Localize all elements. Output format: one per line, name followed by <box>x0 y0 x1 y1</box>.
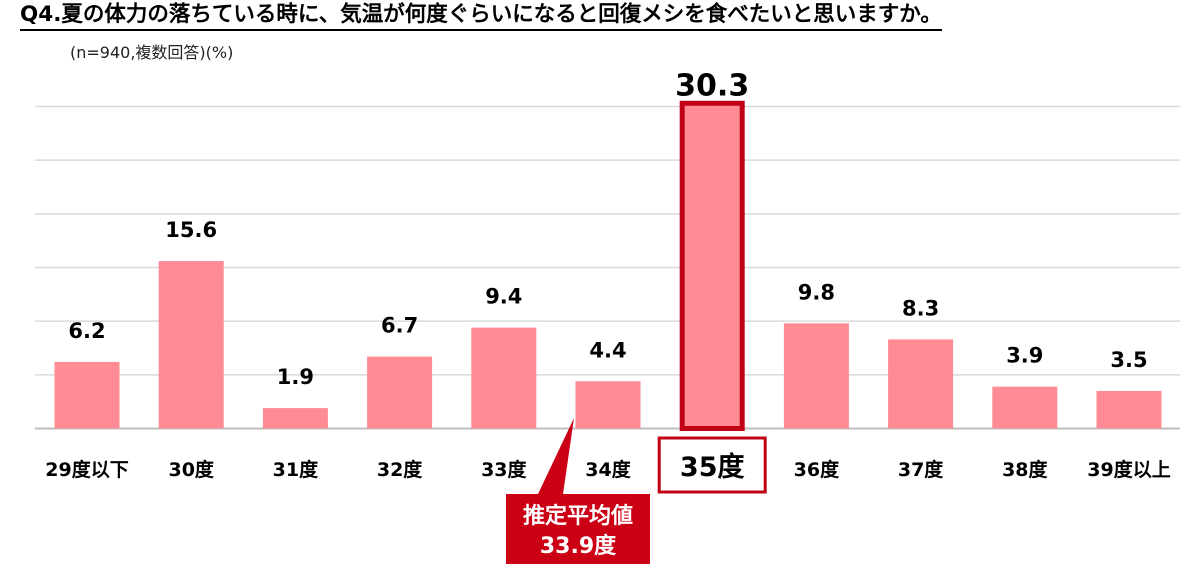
bar-0 <box>54 361 120 429</box>
tick-label-8: 37度 <box>898 458 944 481</box>
data-label-3: 6.7 <box>381 314 418 338</box>
bar-4 <box>471 327 537 429</box>
bar-8 <box>888 339 954 429</box>
tick-label-7: 36度 <box>794 458 840 481</box>
bar-7 <box>783 323 849 429</box>
tick-label-4: 33度 <box>481 458 527 481</box>
bar-3 <box>367 356 433 429</box>
data-label-5: 4.4 <box>589 338 626 362</box>
tick-label-10: 39度以上 <box>1087 458 1170 481</box>
chart-subtitle: (n=940,複数回答)(%) <box>70 43 234 62</box>
tick-label-0: 29度以下 <box>45 458 128 481</box>
bar-9 <box>992 386 1058 429</box>
data-label-1: 15.6 <box>165 218 217 242</box>
callout-line-2: 33.9度 <box>540 533 617 559</box>
tick-label-3: 32度 <box>377 458 423 481</box>
callout-line-1: 推定平均値 <box>523 503 633 529</box>
tick-label-9: 38度 <box>1002 458 1048 481</box>
bar-2 <box>262 408 328 429</box>
data-label-2: 1.9 <box>277 365 314 389</box>
bar-5 <box>575 381 641 429</box>
bar-6 <box>679 100 745 431</box>
tick-label-6: 35度 <box>680 451 745 483</box>
data-label-9: 3.9 <box>1006 344 1043 368</box>
tick-label-1: 30度 <box>168 458 214 481</box>
data-label-4: 9.4 <box>485 285 522 309</box>
tick-highlight-box <box>657 436 767 494</box>
data-label-8: 8.3 <box>902 296 939 320</box>
data-label-0: 6.2 <box>68 319 105 343</box>
bar-10 <box>1096 390 1162 429</box>
bar-1 <box>158 261 224 429</box>
tick-label-2: 31度 <box>273 458 319 481</box>
chart-title: Q4.夏の体力の落ちている時に、気温が何度ぐらいになると回復メシを食べたいと思い… <box>20 2 942 31</box>
data-label-10: 3.5 <box>1110 348 1147 372</box>
data-label-7: 9.8 <box>798 280 835 304</box>
tick-label-5: 34度 <box>585 458 631 481</box>
callout-box <box>506 418 650 564</box>
data-label-6: 30.3 <box>675 68 749 103</box>
